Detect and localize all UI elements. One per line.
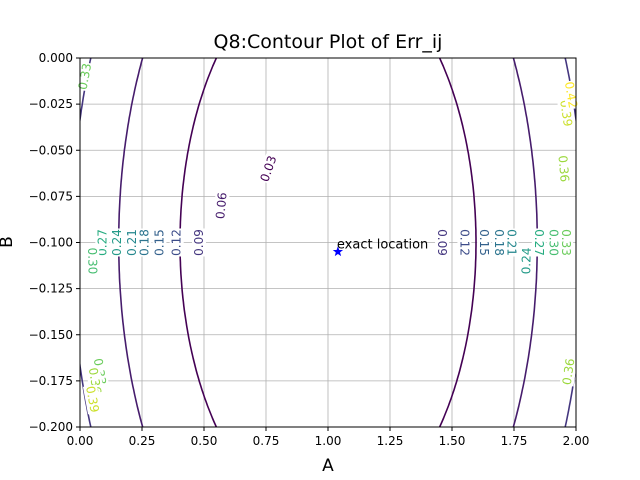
x-tick-label-5: 1.25 <box>377 434 404 448</box>
contour-label-bg-25 <box>82 384 102 415</box>
y-tick-label-4: −0.100 <box>29 236 73 250</box>
x-tick-label-4: 1.00 <box>315 434 342 448</box>
contour-label-25: 0.39 <box>83 385 102 414</box>
exact-location-marker <box>332 246 344 257</box>
contour-line-0.03 <box>179 58 477 427</box>
contour-line-0.06 <box>117 58 539 427</box>
x-tick-label-7: 1.75 <box>501 434 528 448</box>
y-tick-label-1: −0.025 <box>29 97 73 111</box>
contour-label-bg-4 <box>169 228 184 257</box>
contour-label-7: 0.15 <box>477 229 491 256</box>
contour-label-13: 0.24 <box>519 247 534 274</box>
y-tick-label-2: −0.050 <box>29 143 73 157</box>
contour-label-21: 0.36 <box>555 155 571 183</box>
y-axis-label: B <box>0 236 17 248</box>
x-tick-label-2: 0.50 <box>191 434 218 448</box>
contour-label-17: 0.30 <box>547 229 561 256</box>
chart-title: Q8:Contour Plot of Err_ij <box>214 31 443 53</box>
contour-label-9: 0.18 <box>492 229 506 256</box>
contour-label-bg-0 <box>257 153 280 185</box>
contour-labels: 0.030.060.09 0.090.12 0.120.15 0.150.18 0.18… <box>75 61 581 415</box>
contour-label-2: 0.09 <box>192 229 206 256</box>
contour-label-8: 0.18 <box>138 229 152 256</box>
contour-label-bg-8 <box>137 228 152 257</box>
y-tick-label-3: −0.075 <box>29 189 73 203</box>
contour-label-19: 0.33 <box>559 229 573 256</box>
y-axis-ticks: 0.000 −0.025 −0.050 −0.075 −0.100 −0.125 −0.15… <box>29 51 80 434</box>
contour-label-bg-17 <box>546 228 561 257</box>
contour-label-15: 0.27 <box>532 229 546 256</box>
contour-label-bg-5 <box>457 228 472 257</box>
x-tick-label-1: 0.25 <box>129 434 156 448</box>
contour-label-bg-6 <box>152 228 167 257</box>
contour-label-5: 0.12 <box>457 229 471 256</box>
y-tick-label-8: −0.200 <box>29 420 73 434</box>
y-tick-label-0: 0.000 <box>39 51 73 65</box>
contour-label-bg-23 <box>559 356 578 387</box>
contour-label-bg-21 <box>555 154 572 184</box>
y-tick-label-5: −0.125 <box>29 282 73 296</box>
contour-label-6: 0.15 <box>152 229 166 256</box>
x-tick-label-0: 0.00 <box>67 434 94 448</box>
y-tick-label-7: −0.175 <box>29 374 73 388</box>
contour-label-bg-19 <box>559 228 574 257</box>
contour-label-3: 0.09 <box>435 229 449 256</box>
x-tick-label-3: 0.75 <box>253 434 280 448</box>
x-tick-label-8: 2.00 <box>563 434 590 448</box>
exact-location-label: exact location <box>337 238 428 253</box>
contour-label-12: 0.24 <box>110 229 124 256</box>
contour-label-bg-7 <box>477 228 492 257</box>
contour-label-bg-10 <box>125 228 140 257</box>
contour-label-16: 0.30 <box>85 247 100 274</box>
contour-label-bg-2 <box>192 228 206 257</box>
contour-label-bg-9 <box>492 228 507 257</box>
contour-label-1: 0.06 <box>213 192 229 220</box>
contour-label-23: 0.36 <box>560 357 578 385</box>
contour-label-bg-13 <box>519 246 534 276</box>
contour-label-10: 0.21 <box>125 229 139 256</box>
contour-label-bg-11 <box>504 228 519 257</box>
marker-group: exact location <box>332 238 428 257</box>
contour-label-bg-16 <box>85 246 100 276</box>
y-tick-label-6: −0.150 <box>29 328 73 342</box>
contour-label-bg-12 <box>110 228 125 257</box>
x-tick-label-6: 1.50 <box>439 434 466 448</box>
contour-label-bg-1 <box>213 191 230 221</box>
contour-label-11: 0.21 <box>505 229 519 256</box>
contour-label-bg-3 <box>435 228 450 257</box>
x-axis-label: A <box>322 456 334 476</box>
x-axis-ticks: 0.00 0.25 0.50 0.75 1.00 1.25 1.50 1.75 2.00 <box>67 427 590 448</box>
contour-label-bg-15 <box>531 228 546 257</box>
contour-label-4: 0.12 <box>170 229 184 256</box>
